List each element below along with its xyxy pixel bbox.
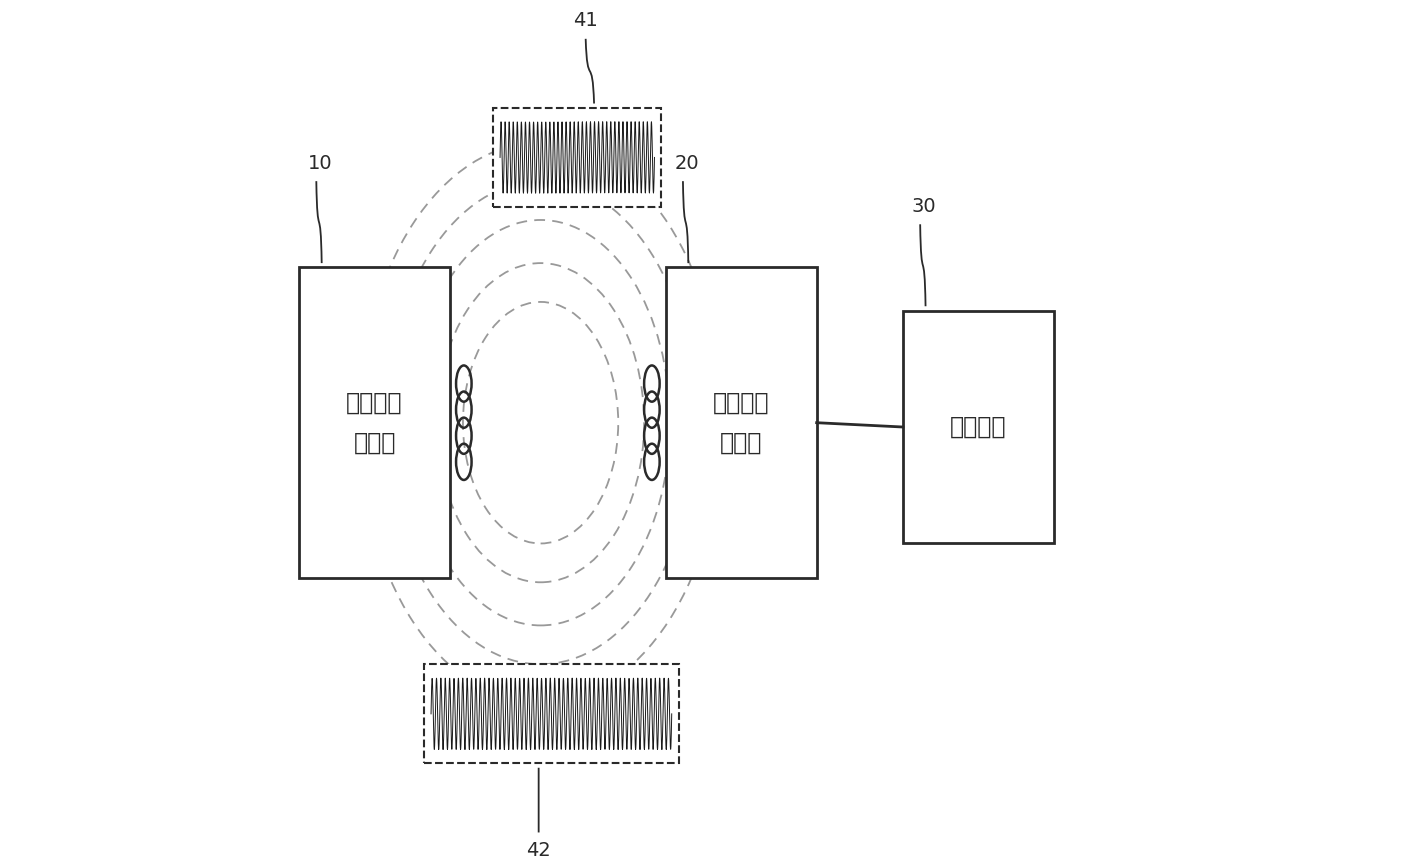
Text: 30: 30 <box>912 196 936 215</box>
Text: 20: 20 <box>675 153 699 172</box>
Bar <box>665 267 817 578</box>
Text: 10: 10 <box>307 153 333 172</box>
Text: 无线电力
发送端: 无线电力 发送端 <box>347 391 403 454</box>
Text: 41: 41 <box>573 11 597 30</box>
Bar <box>424 664 679 764</box>
Text: 电子设备: 电子设备 <box>950 415 1006 439</box>
Text: 无线电力
接收端: 无线电力 接收端 <box>713 391 769 454</box>
Text: 42: 42 <box>527 841 551 860</box>
Bar <box>299 267 449 578</box>
Bar <box>493 108 661 207</box>
Bar <box>903 311 1054 543</box>
